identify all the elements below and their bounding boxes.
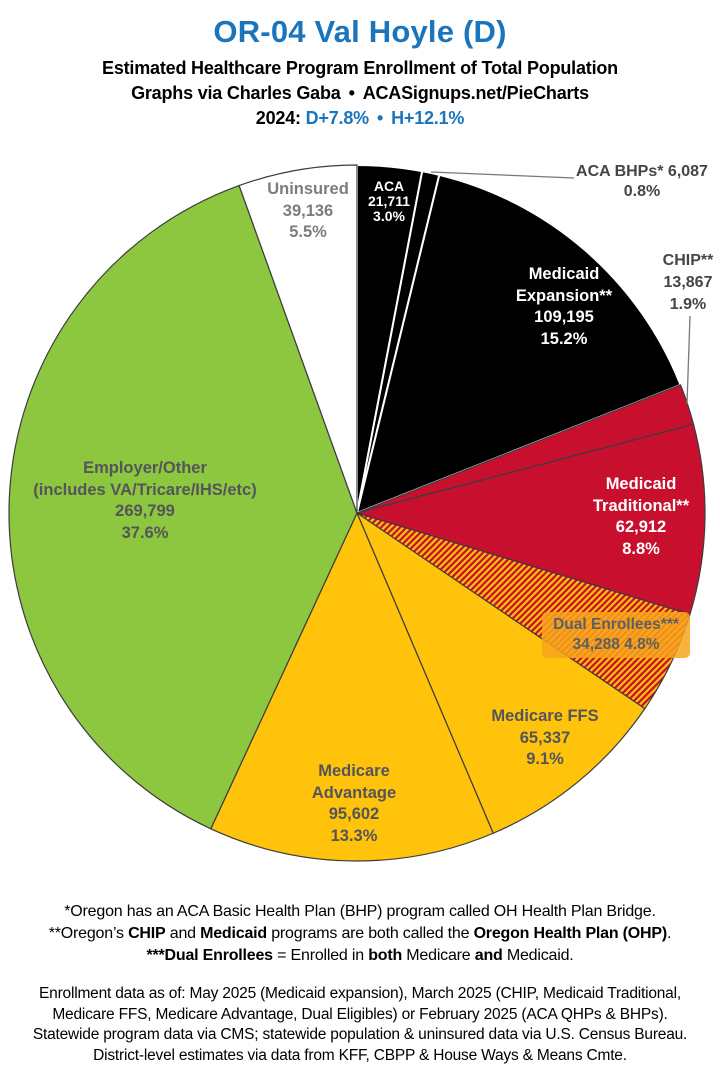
label-line: 13,867 [663,274,713,291]
footnote-line: *Oregon has an ACA Basic Health Plan (BH… [0,901,720,923]
label-line: 109,195 [534,308,594,326]
footnote-segment: *Oregon has an ACA Basic Health Plan (BH… [64,903,656,920]
footnote-segment: Medicaid [200,925,267,942]
footnote-segment: Oregon Health Plan (OHP) [473,925,668,942]
label-line: Expansion** [515,286,613,305]
label-line: 0.8% [623,183,661,200]
label-line: Medicare [318,762,390,780]
footnote-segment: and [165,925,201,942]
label-line: ACA BHPs* 6,087 [576,163,708,180]
label-line: 21,711 [367,193,411,209]
label-line: Medicaid [605,475,677,493]
footnote-segment: = Enrolled in [272,947,369,964]
pie-slice-medicare-ffs [355,511,646,835]
label-line: Advantage [311,783,397,802]
footnote-segment: ***Dual Enrollees [146,947,273,964]
pie-slice-employer-other [8,184,358,830]
label-line: 95,602 [328,805,380,823]
label-line: 5.5% [289,223,327,241]
header: OR-04 Val Hoyle (D) Estimated Healthcare… [0,0,720,131]
label-dual-enrollees: Dual Enrollees*** 34,288 4.8% [542,612,690,658]
footnote-line: **Oregon’s CHIP and Medicaid programs ar… [0,923,720,945]
credit-line: Graphs via Charles Gaba • ACASignups.net/P… [0,81,720,106]
footnotes: *Oregon has an ACA Basic Health Plan (BH… [0,901,720,967]
footnote-segment: and [474,947,503,964]
footnote-segment: Medicaid. [502,947,574,964]
label-line: Medicaid [528,265,600,283]
pie-slice-medicare-advantage [210,511,494,862]
label-line: Uninsured [267,180,349,198]
label-medicare-advantage: Medicare Advantage 95,602 13.3% [312,761,396,847]
dem-lean-value: D+7.8% [305,108,370,128]
footnote-segment: both [368,947,403,964]
label-line: 34,288 4.8% [572,636,660,653]
label-line: 62,912 [615,518,667,536]
source-line: Enrollment data as of: May 2025 (Medicai… [39,985,681,1002]
label-aca: ACA 21,711 3.0% [368,179,410,224]
footnote-segment: Medicare [402,947,475,964]
subtitle: Estimated Healthcare Program Enrollment … [102,58,618,78]
label-line: 13.3% [330,826,378,845]
label-line: Traditional** [592,496,690,515]
label-uninsured: Uninsured 39,136 5.5% [267,179,349,244]
bullet-separator: • [376,108,384,128]
label-line: 15.2% [540,329,588,348]
label-line: 65,337 [519,728,571,747]
year-label: 2024: [255,108,301,128]
label-line: 37.6% [121,523,169,542]
label-chip: CHIP** 13,867 1.9% [663,250,714,316]
label-line: Medicare FFS [491,707,599,725]
source-line: Statewide program data via CMS; statewid… [32,1026,688,1043]
label-line: CHIP** [662,252,714,269]
page-title: OR-04 Val Hoyle (D) [213,14,507,49]
pie-slices [8,163,706,862]
source-line: Medicare FFS, Medicare Advantage, Dual E… [52,1005,668,1023]
label-line: Employer/Other [83,459,207,477]
credit-text: Graphs via Charles Gaba [131,83,341,103]
label-line: 8.8% [622,539,660,558]
label-medicaid-traditional: Medicaid Traditional** 62,912 8.8% [593,474,689,560]
footnote-line: ***Dual Enrollees = Enrolled in both Med… [0,945,720,967]
footnote-segment: CHIP [128,925,166,942]
footnote-segment: **Oregon’s [48,925,129,942]
label-line: 269,799 [115,502,175,520]
pie-slice-medicaid-traditional [354,423,706,616]
site-text: ACASignups.net/PieCharts [362,83,589,103]
source-notes: Enrollment data as of: May 2025 (Medicai… [0,984,720,1066]
pie-slice-uninsured [238,164,358,514]
label-employer-other: Employer/Other (includes VA/Tricare/IHS/… [33,458,256,544]
label-line: 9.1% [526,750,564,768]
label-line: (includes VA/Tricare/IHS/etc) [33,480,257,499]
footnote-segment: programs are both called the [266,925,474,942]
label-line: ACA [373,178,405,194]
label-line: 1.9% [669,296,707,313]
partisan-lean-line: 2024: D+7.8% • H+12.1% [0,106,720,131]
label-line: Dual Enrollees*** [553,616,679,633]
bullet-separator: • [348,83,355,103]
label-medicare-ffs: Medicare FFS 65,337 9.1% [491,706,598,771]
pie-slice-medicaid-expansion [355,173,682,515]
leader-line-chip [686,315,691,405]
label-aca-bhps: ACA BHPs* 6,087 0.8% [576,162,708,202]
footnote-segment: . [667,925,672,942]
label-line: 39,136 [282,201,334,220]
label-medicaid-expansion: Medicaid Expansion** 109,195 15.2% [516,264,612,350]
source-line: District-level estimates via data from K… [93,1046,627,1064]
hoyle-lean-value: H+12.1% [391,108,465,128]
label-line: 3.0% [373,208,405,224]
leader-line-aca-bhps [430,171,575,179]
